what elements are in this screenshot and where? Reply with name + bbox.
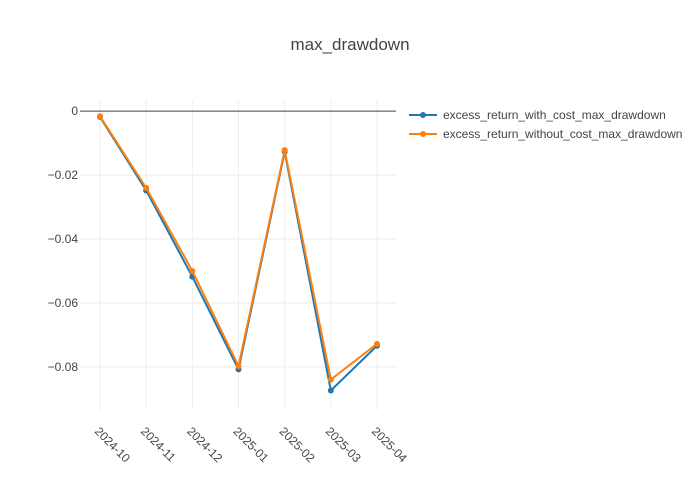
- series-2-point: [374, 340, 380, 347]
- x-tick-label: 2025-01: [230, 424, 271, 465]
- chart-title: max_drawdown: [290, 35, 409, 54]
- legend[interactable]: excess_return_with_cost_max_drawdownexce…: [409, 108, 682, 141]
- y-tick-label: −0.06: [48, 296, 79, 310]
- x-tick-label: 2024-11: [138, 424, 179, 465]
- x-tick-label: 2024-12: [184, 424, 225, 465]
- legend-label: excess_return_without_cost_max_drawdown: [443, 127, 682, 141]
- series-2-point: [143, 184, 150, 191]
- series-2-point: [235, 363, 242, 370]
- legend-marker: [420, 131, 426, 137]
- legend-marker: [420, 112, 426, 118]
- grid-layer: [80, 100, 396, 410]
- x-tick-label: 2025-04: [369, 424, 410, 465]
- x-axis-ticks: 2024-10 2024-11 2024-12 2025-01 2025-02 2025-…: [92, 424, 410, 465]
- series-2-point: [327, 376, 334, 383]
- y-axis-ticks: 0 −0.02 −0.04 −0.06 −0.08: [48, 104, 79, 374]
- legend-item-1[interactable]: excess_return_with_cost_max_drawdown: [409, 108, 666, 122]
- series-2-point: [281, 147, 288, 154]
- y-tick-label: −0.02: [48, 168, 79, 182]
- y-tick-label: −0.08: [48, 360, 79, 374]
- legend-label: excess_return_with_cost_max_drawdown: [443, 108, 666, 122]
- series-layer: [97, 113, 380, 394]
- x-tick-label: 2025-03: [323, 424, 364, 465]
- y-tick-label: 0: [71, 104, 78, 118]
- legend-item-2[interactable]: excess_return_without_cost_max_drawdown: [409, 127, 682, 141]
- x-tick-label: 2024-10: [92, 424, 133, 465]
- series-1-point: [327, 387, 334, 394]
- series-2-point: [189, 267, 196, 274]
- series-2-point: [97, 113, 103, 120]
- y-tick-label: −0.04: [48, 232, 79, 246]
- x-tick-label: 2025-02: [277, 424, 318, 465]
